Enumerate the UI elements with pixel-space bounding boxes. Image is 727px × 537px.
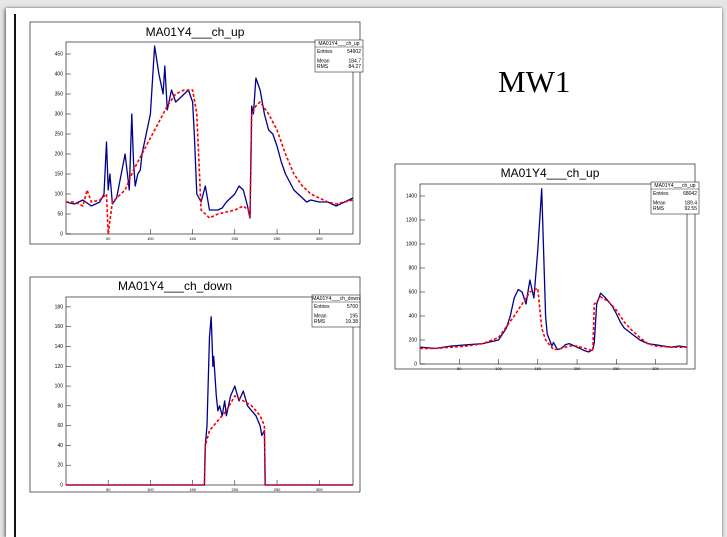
y-tick-label: 100 [55,192,64,198]
hist-title: MA01Y4___ch_down [118,279,232,293]
stats-value: 195 [350,314,359,320]
stats-value: 92.55 [684,206,697,212]
stats-name: MA01Y4___ch_up [654,183,695,189]
x-tick-label: 200 [574,366,581,371]
stats-label: Entries [653,191,669,197]
plot-frame [65,41,354,235]
histogram-ma01y4-ch-up-right: MA01Y4___ch_up 0 200 400 600 800 1000 1200 1400 5… [394,163,700,371]
y-tick-label: 80 [57,403,63,409]
series-line-0 [66,316,353,486]
stats-box [311,294,361,328]
stats-value: 189.4 [684,201,697,207]
y-tick-label: 160 [55,324,64,330]
series-line-1 [66,89,354,235]
x-tick-label: 250 [613,366,620,371]
x-tick-label: 250 [274,236,281,241]
stats-label: RMS [653,206,665,212]
stats-label: Entries [317,49,333,55]
series-line-0 [419,188,688,353]
stats-value: 84.27 [348,64,361,70]
stats-box [650,181,700,215]
x-tick-label: 100 [495,366,502,371]
y-tick-label: 50 [57,212,63,218]
y-tick-label: 400 [55,72,64,78]
stats-label: Mean [317,59,330,65]
series-line-1 [66,395,353,486]
stats-value: 19.38 [345,319,358,325]
y-tick-label: 20 [57,463,63,469]
y-tick-label: 150 [55,172,64,178]
x-tick-label: 300 [652,366,659,371]
y-tick-label: 0 [60,483,63,489]
y-tick-label: 140 [55,344,64,350]
y-tick-label: 400 [409,314,418,320]
slide-title: MW1 [498,64,571,99]
stats-name: MA01Y4___ch_down [312,296,360,302]
pad-frame [394,163,696,370]
histogram-ma01y4-ch-down: MA01Y4___ch_down 0 20 40 60 80 100 120 140 160 180… [29,276,361,493]
x-tick-label: 150 [534,366,541,371]
y-tick-label: 100 [55,384,64,390]
x-tick-label: 100 [147,236,154,241]
y-tick-label: 300 [55,112,64,118]
stats-name: MA01Y4___ch_up [318,41,359,47]
hist-title: MA01Y4___ch_up [146,25,245,39]
y-tick-label: 1400 [406,194,417,200]
stats-label: Mean [314,314,327,320]
stats-value: 184.7 [348,59,361,65]
y-tick-label: 120 [55,364,64,370]
plot-frame [419,183,688,365]
pad-frame [29,21,361,245]
y-tick-label: 600 [409,290,418,296]
y-tick-label: 250 [55,132,64,138]
x-tick-label: 150 [189,487,196,492]
x-tick-label: 300 [316,487,323,492]
y-tick-label: 450 [55,52,64,58]
hist-title: MA01Y4___ch_up [501,166,600,180]
plot-frame [65,296,354,486]
y-tick-label: 200 [55,152,64,158]
x-tick-label: 300 [316,236,323,241]
series-line-0 [65,45,354,219]
y-tick-label: 200 [409,338,418,344]
stats-value: 5700 [347,304,358,310]
slide-border [14,14,16,537]
x-tick-label: 200 [231,487,238,492]
y-tick-label: 1000 [406,242,417,248]
y-tick-label: 0 [60,232,63,238]
y-tick-label: 180 [55,304,64,310]
y-tick-label: 350 [55,92,64,98]
pad-frame [29,276,361,493]
histogram-ma01y4-ch-up-left: MA01Y4___ch_up 0 50 100 150 200 250 300 350 400 45… [29,21,364,245]
stats-label: RMS [317,64,329,70]
stats-label: Mean [653,201,666,207]
x-tick-label: 250 [274,487,281,492]
stats-value: 68042 [683,191,697,197]
y-tick-label: 1200 [406,218,417,224]
stats-value: 54902 [347,49,361,55]
x-tick-label: 50 [106,487,111,492]
series-line-1 [420,287,687,352]
y-tick-label: 0 [414,362,417,368]
y-tick-label: 40 [57,443,63,449]
stats-box [314,39,364,73]
stats-label: RMS [314,319,326,325]
y-tick-label: 60 [57,423,63,429]
y-tick-label: 800 [409,266,418,272]
x-tick-label: 50 [457,366,462,371]
x-tick-label: 100 [147,487,154,492]
stats-label: Entries [314,304,330,310]
x-tick-label: 150 [189,236,196,241]
x-tick-label: 200 [231,236,238,241]
x-tick-label: 50 [106,236,111,241]
